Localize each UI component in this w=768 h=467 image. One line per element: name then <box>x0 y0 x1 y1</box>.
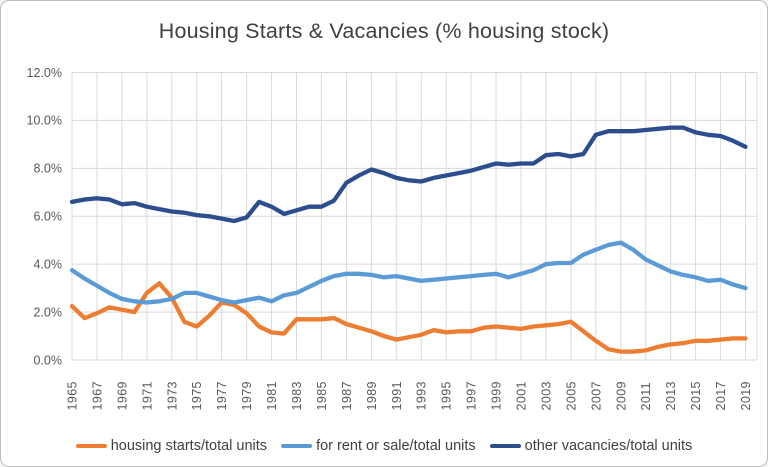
legend-swatch-for-rent-or-sale-icon <box>281 443 313 449</box>
x-tick-label: 1993 <box>415 381 429 410</box>
legend-label-other-vacancies: other vacancies/total units <box>524 438 693 454</box>
series-line-0 <box>69 281 748 354</box>
x-tick-label: 1981 <box>265 381 279 410</box>
x-tick-label: 1997 <box>465 381 479 410</box>
x-tick-label: 2005 <box>564 381 578 410</box>
x-tick-label: 1991 <box>390 381 404 410</box>
x-tick-label: 2003 <box>539 381 553 410</box>
legend-swatch-housing-starts-icon <box>75 443 107 449</box>
x-tick-label: 1983 <box>290 381 304 410</box>
x-tick-label: 1979 <box>240 381 254 410</box>
y-tick-label: 8.0% <box>34 162 63 176</box>
x-tick-label: 2019 <box>739 381 753 410</box>
series-line-1 <box>69 240 748 305</box>
x-tick-label: 2017 <box>714 381 728 410</box>
x-tick-label: 1989 <box>365 381 379 410</box>
y-tick-label: 6.0% <box>34 210 63 224</box>
x-tick-label: 2007 <box>589 381 603 410</box>
x-tick-label: 2009 <box>614 381 628 410</box>
legend-item-other-vacancies: other vacancies/total units <box>489 438 693 454</box>
legend-item-housing-starts: housing starts/total units <box>75 438 268 454</box>
x-tick-label: 1969 <box>115 381 129 410</box>
x-tick-label: 1967 <box>90 381 104 410</box>
y-tick-label: 12.0% <box>27 66 62 80</box>
legend-label-for-rent-or-sale: for rent or sale/total units <box>316 438 476 454</box>
x-tick-label: 1977 <box>215 381 229 410</box>
x-tick-label: 2015 <box>689 381 703 410</box>
x-tick-label: 1999 <box>490 381 504 410</box>
x-tick-label: 1971 <box>140 381 154 410</box>
x-tick-label: 1987 <box>340 381 354 410</box>
x-tick-label: 2011 <box>639 382 653 410</box>
legend-item-for-rent-or-sale: for rent or sale/total units <box>281 438 476 454</box>
y-tick-label: 4.0% <box>34 257 63 271</box>
x-tick-label: 1995 <box>440 381 454 410</box>
x-tick-label: 1985 <box>315 381 329 410</box>
legend-swatch-other-vacancies-icon <box>489 443 521 449</box>
x-tick-label: 1973 <box>165 381 179 410</box>
legend-label-housing-starts: housing starts/total units <box>110 438 268 454</box>
chart-title: Housing Starts & Vacancies (% housing st… <box>158 19 610 43</box>
x-tick-label: 1975 <box>190 381 204 410</box>
chart-legend: housing starts/total units for rent or s… <box>1 438 767 454</box>
x-tick-label: 2013 <box>664 381 678 410</box>
x-tick-label: 2001 <box>515 381 529 410</box>
x-tick-label: 1965 <box>66 381 80 410</box>
series-line-2 <box>69 125 748 224</box>
y-tick-label: 2.0% <box>34 305 63 319</box>
y-tick-label: 10.0% <box>27 114 62 128</box>
y-tick-label: 0.0% <box>34 353 63 367</box>
